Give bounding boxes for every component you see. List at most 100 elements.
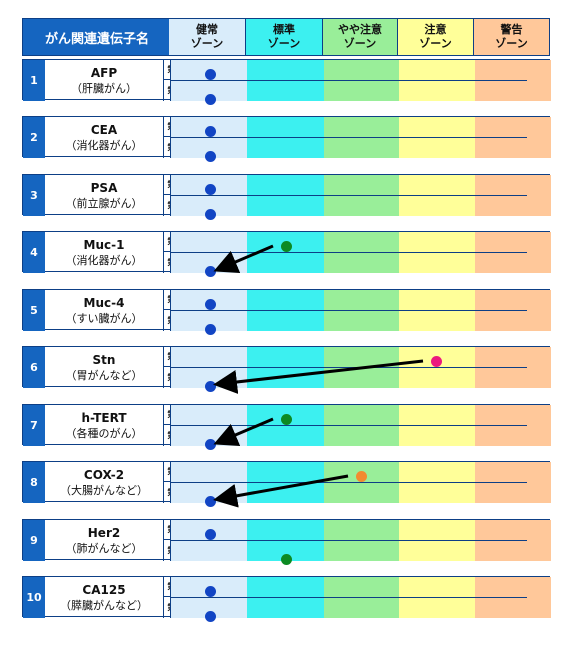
round-2-dot <box>205 496 216 507</box>
zone-header-line1: 注意 <box>424 23 447 36</box>
zone-header-line2: ゾーン <box>190 37 224 50</box>
gene-name-cell: COX-2 （大腸がんなど） <box>45 462 163 503</box>
gene-name-header: がん関連遺伝子名 <box>22 18 172 56</box>
round-1-dot <box>205 299 216 310</box>
round-divider <box>170 597 527 598</box>
zone-header-4: 警告 ゾーン <box>474 18 550 56</box>
row-number: 6 <box>23 347 45 388</box>
gene-name-cell: Her2 （肺がんなど） <box>45 520 163 561</box>
change-arrow <box>213 359 424 394</box>
gene-name: Her2 <box>87 525 121 540</box>
round-divider <box>170 367 527 368</box>
zone-header-2: やや注意 ゾーン <box>323 18 398 56</box>
gene-name: Stn <box>92 352 116 367</box>
row-number: 4 <box>23 232 45 273</box>
row-number: 7 <box>23 405 45 446</box>
cancer-type: （胃がんなど） <box>65 368 143 382</box>
round-2-dot <box>205 381 216 392</box>
gene-name-cell: PSA （前立腺がん） <box>45 175 163 216</box>
change-arrow <box>213 474 349 508</box>
gene-name-header-label: がん関連遺伝子名 <box>44 31 149 47</box>
row-number: 10 <box>23 577 45 618</box>
zone-header-line1: やや注意 <box>338 23 382 36</box>
round-divider <box>170 310 527 311</box>
gene-name: CEA <box>90 122 118 137</box>
row-number: 8 <box>23 462 45 503</box>
zone-header-line2: ゾーン <box>495 37 528 50</box>
cancer-type: （肝臓がん） <box>71 81 137 95</box>
zone-header-1: 標準 ゾーン <box>246 18 323 56</box>
cancer-type: （すい臓がん） <box>65 311 143 325</box>
gene-name: PSA <box>90 180 118 195</box>
gene-name-cell: CEA （消化器がん） <box>45 117 163 158</box>
round-2-dot <box>205 611 216 622</box>
cancer-type: （膵臓がんなど） <box>60 598 148 612</box>
zone-header-0: 健常 ゾーン <box>169 18 246 56</box>
round-divider <box>170 540 527 541</box>
gene-name-cell: AFP （肝臓がん） <box>45 60 163 101</box>
round-divider <box>170 482 527 483</box>
round-1-dot <box>205 529 216 540</box>
cancer-type: （前立腺がん） <box>65 196 143 210</box>
round-2-dot <box>205 439 216 450</box>
zone-header-line1: 警告 <box>500 23 523 36</box>
cancer-type: （肺がんなど） <box>65 541 143 555</box>
round-divider <box>170 137 527 138</box>
row-number: 2 <box>23 117 45 158</box>
gene-name-cell: Muc-4 （すい臓がん） <box>45 290 163 331</box>
change-arrow <box>213 244 274 273</box>
round-divider <box>170 80 527 81</box>
gene-name-cell: CA125 （膵臓がんなど） <box>45 577 163 618</box>
round-1-dot <box>356 471 367 482</box>
round-divider <box>170 252 527 253</box>
gene-name: CA125 <box>82 582 126 597</box>
change-arrow <box>213 417 274 446</box>
round-1-dot <box>431 356 442 367</box>
gene-name: AFP <box>90 65 118 80</box>
zone-header-line1: 標準 <box>273 23 295 36</box>
zone-header-line1: 健常 <box>196 23 218 36</box>
round-2-dot <box>205 209 216 220</box>
zone-header-3: 注意 ゾーン <box>398 18 474 56</box>
cancer-type: （大腸がんなど） <box>60 483 148 497</box>
row-number: 3 <box>23 175 45 216</box>
round-1-dot <box>205 69 216 80</box>
round-1-dot <box>205 586 216 597</box>
gene-name: h-TERT <box>81 410 127 425</box>
cancer-type: （各種のがん） <box>65 426 143 440</box>
cancer-type: （消化器がん） <box>65 138 143 152</box>
gene-name-cell: h-TERT （各種のがん） <box>45 405 163 446</box>
gene-row: 7h-TERT（各種のがん）第1回第2回 <box>22 404 551 450</box>
round-1-dot <box>205 184 216 195</box>
zone-header-line2: ゾーン <box>343 37 377 50</box>
cancer-type: （消化器がん） <box>65 253 143 267</box>
round-divider <box>170 195 527 196</box>
round-2-dot <box>281 554 292 565</box>
gene-name-cell: Stn （胃がんなど） <box>45 347 163 388</box>
row-number: 5 <box>23 290 45 331</box>
round-divider <box>170 425 527 426</box>
zone-header-line2: ゾーン <box>419 37 452 50</box>
round-2-dot <box>205 324 216 335</box>
round-2-dot <box>205 151 216 162</box>
round-1-dot <box>281 241 292 252</box>
gene-name: Muc-1 <box>83 237 125 252</box>
round-1-dot <box>205 126 216 137</box>
zone-header-line2: ゾーン <box>267 37 301 50</box>
round-1-dot <box>281 414 292 425</box>
row-number: 1 <box>23 60 45 101</box>
gene-name-cell: Muc-1 （消化器がん） <box>45 232 163 273</box>
gene-name: Muc-4 <box>83 295 125 310</box>
gene-name: COX-2 <box>83 467 125 482</box>
round-2-dot <box>205 94 216 105</box>
row-number: 9 <box>23 520 45 561</box>
